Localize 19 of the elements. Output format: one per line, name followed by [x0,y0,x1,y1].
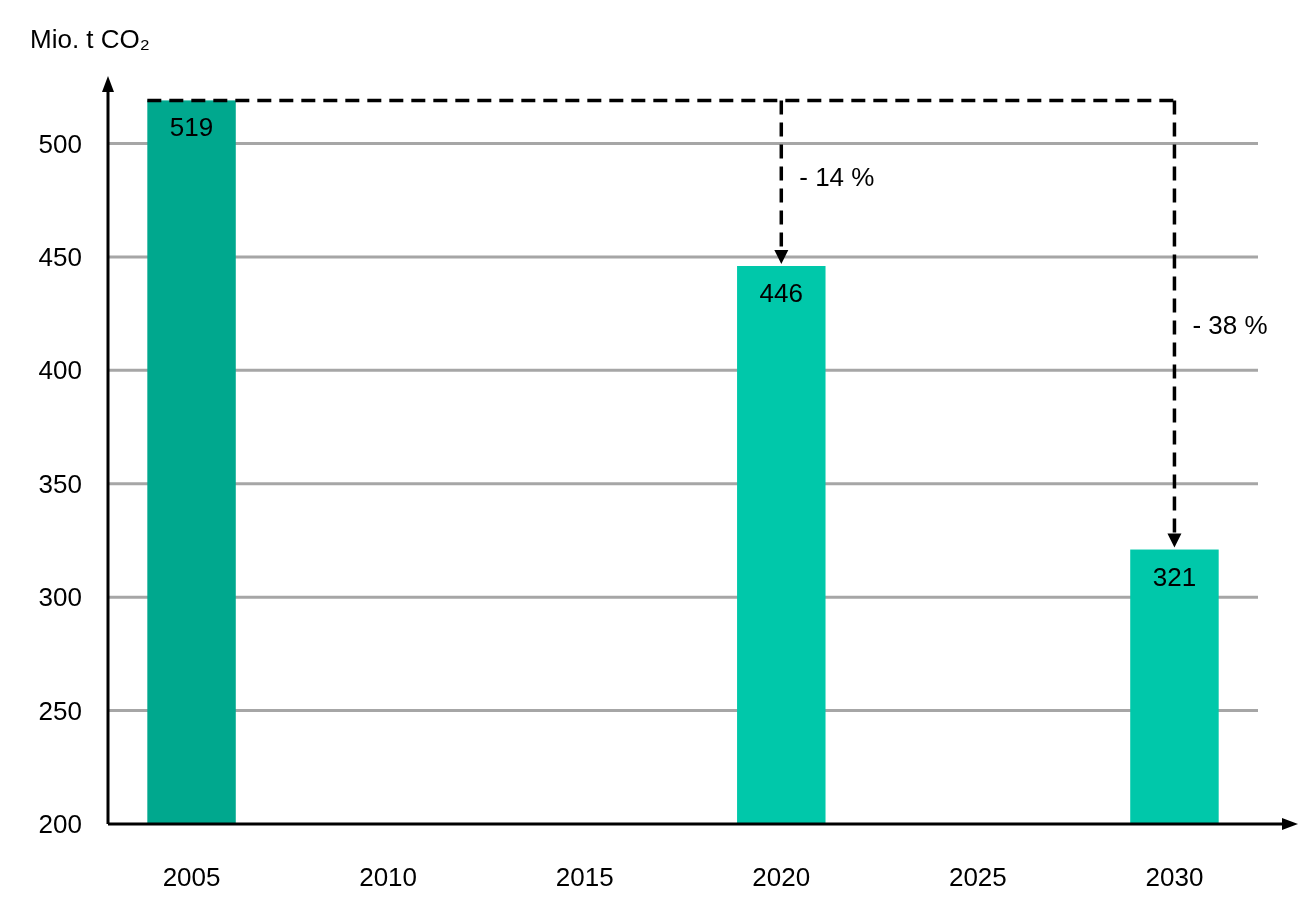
y-tick-label: 250 [38,695,82,726]
y-axis-title: Mio. t CO₂ [30,24,150,54]
x-tick-label: 2005 [162,862,221,892]
x-tick-label: 2025 [948,862,1007,892]
y-tick-label: 400 [38,355,82,386]
y-tick-label: 350 [38,468,82,499]
x-tick-label: 2015 [555,862,614,892]
x-tick-label: 2010 [359,862,418,892]
x-tick-label: 2020 [752,862,811,892]
data-label: 446 [759,278,803,308]
y-tick-label: 300 [38,582,82,613]
annotation: - 14 % [799,162,875,193]
y-tick-label: 500 [38,128,82,159]
data-label: 321 [1152,561,1197,592]
y-tick-label: 450 [38,241,82,272]
y-tick-label: 200 [38,809,82,839]
data-label: 519 [169,112,214,143]
x-tick-label: 2030 [1145,862,1204,892]
annotation: - 38 % [1192,309,1268,340]
